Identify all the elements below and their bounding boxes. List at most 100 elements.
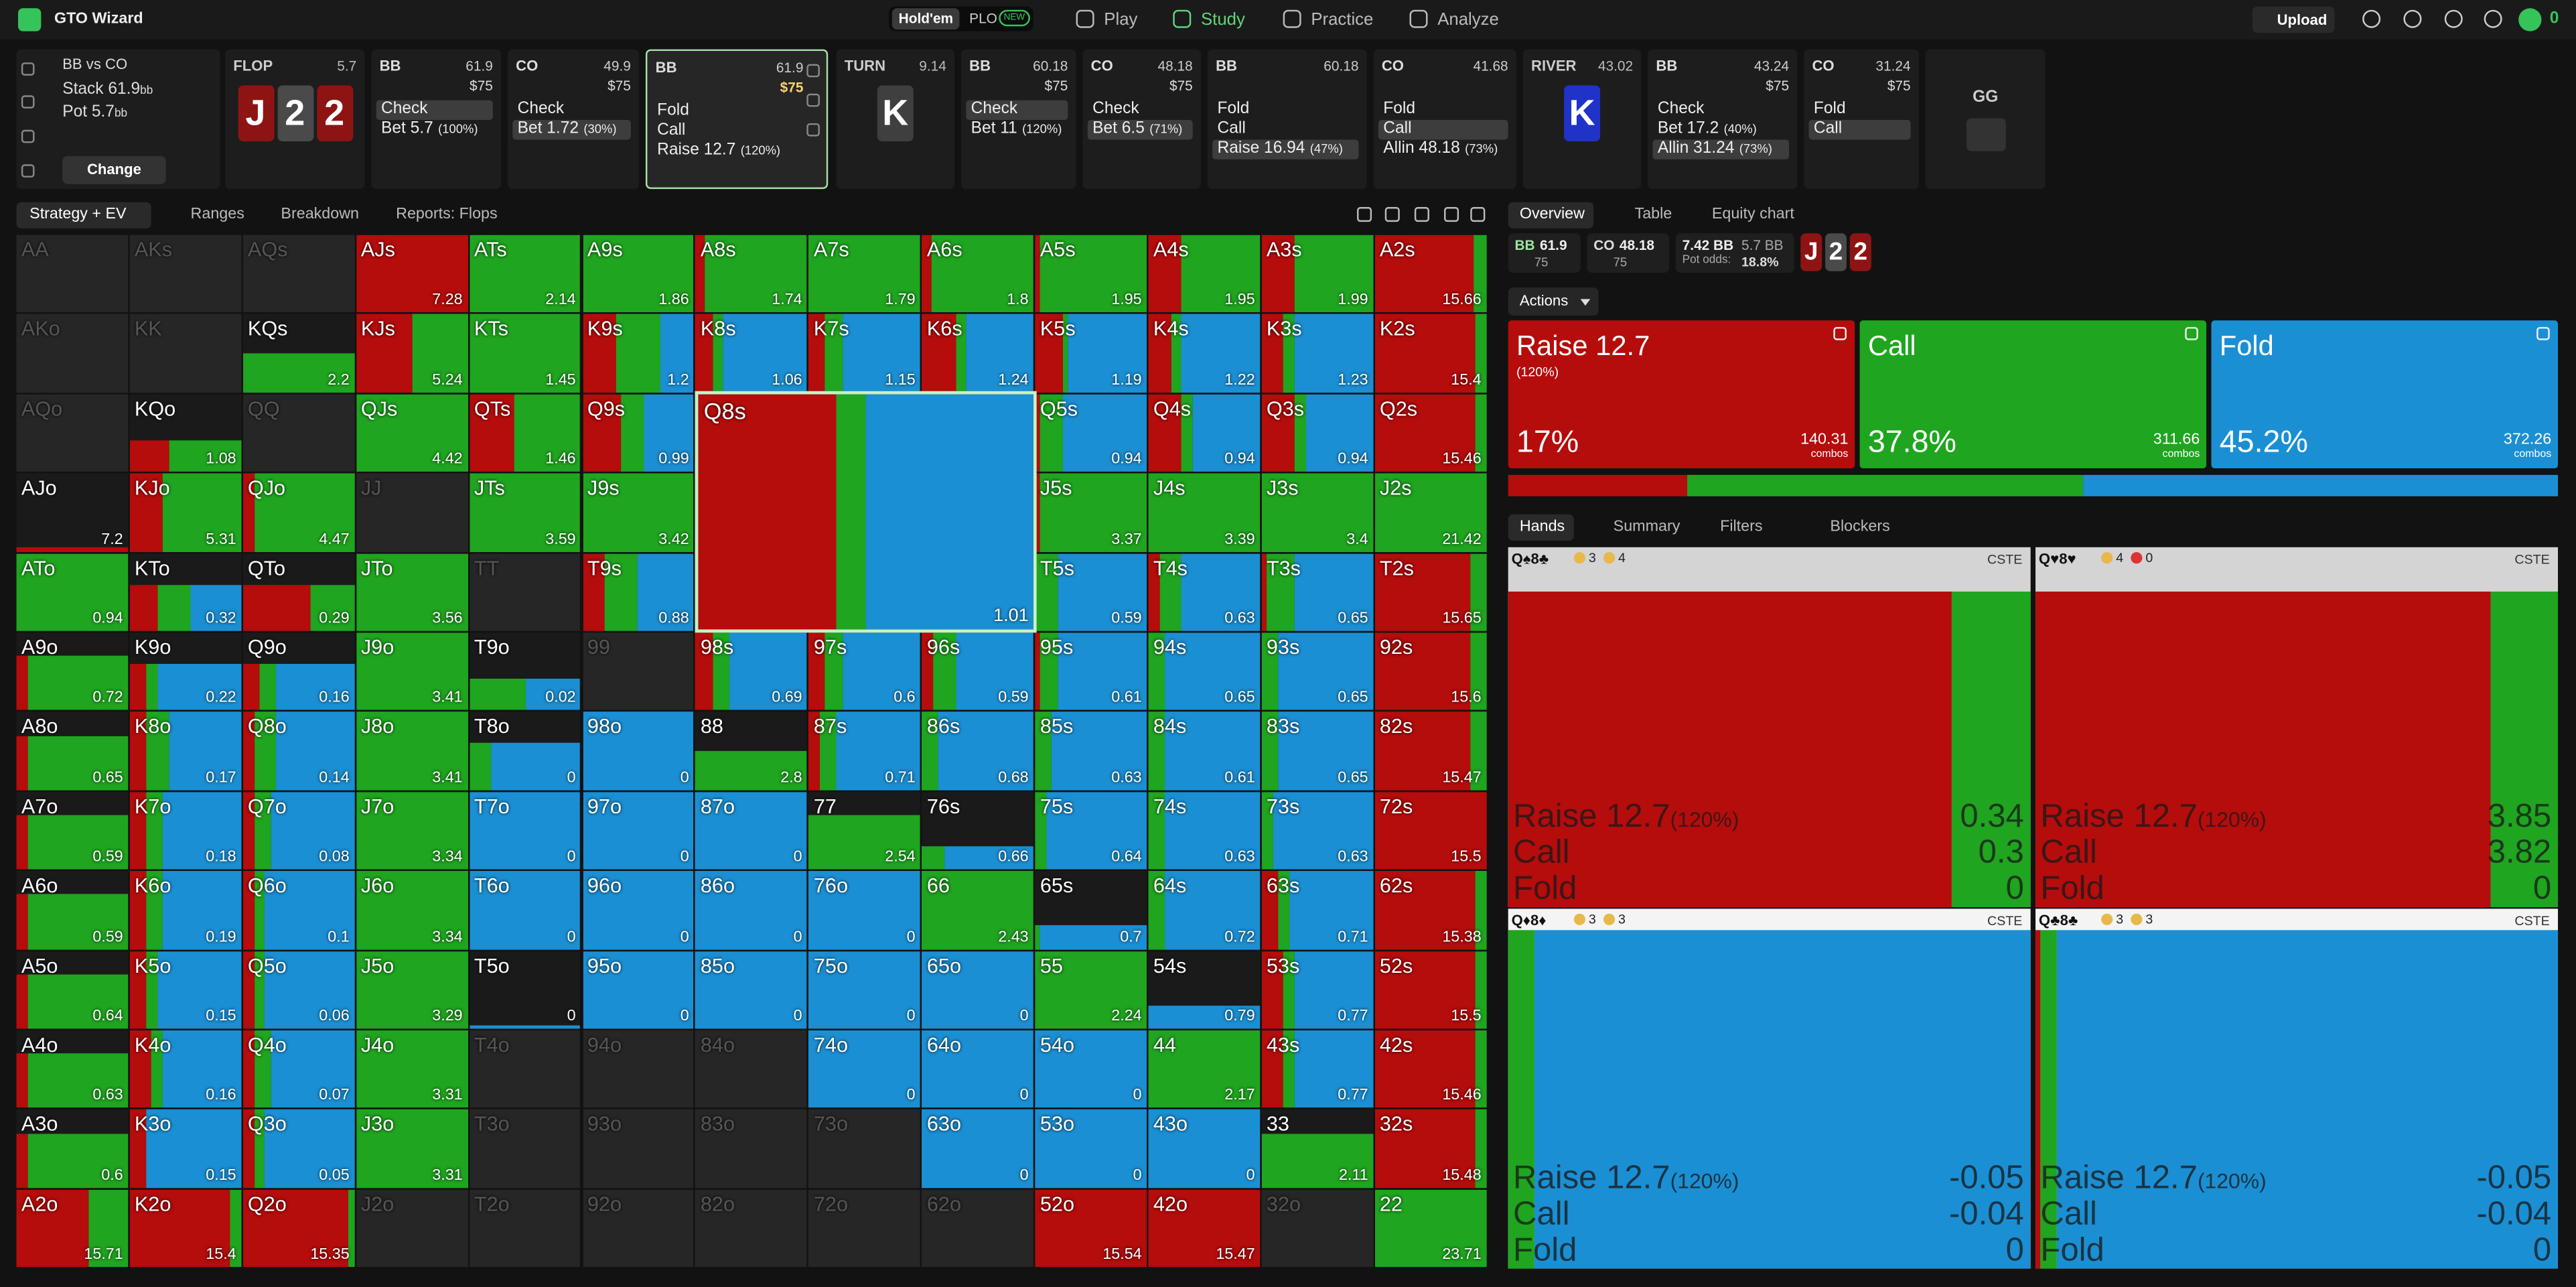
hand-cell[interactable]: AQo xyxy=(16,394,129,472)
hand-cell[interactable]: AKs xyxy=(129,234,242,313)
hand-cell[interactable]: KJs 5.24 xyxy=(356,314,468,393)
action-option[interactable]: Allin 48.18 (73%) xyxy=(1378,139,1508,159)
hand-cell[interactable]: J4o 3.31 xyxy=(356,1030,468,1109)
hand-cell[interactable]: AJs 7.28 xyxy=(356,234,468,313)
hands-tab[interactable]: Summary xyxy=(1613,517,1680,536)
hand-cell[interactable]: 33 2.11 xyxy=(1261,1109,1374,1188)
action-option[interactable]: Call xyxy=(1378,120,1508,140)
hand-cell[interactable]: T5s 0.59 xyxy=(1035,553,1147,631)
hand-cell[interactable]: J5o 3.29 xyxy=(356,951,468,1029)
hand-cell[interactable]: 88 2.8 xyxy=(695,712,808,791)
hand-cell-zoom[interactable]: Q8s 1.01 xyxy=(695,391,1037,633)
avatar[interactable] xyxy=(2518,8,2542,31)
hand-cell[interactable]: T8o 0 xyxy=(469,712,581,791)
hand-cell[interactable]: AA xyxy=(16,234,129,313)
hand-cell[interactable]: 82s 15.47 xyxy=(1374,712,1487,791)
hand-cell[interactable]: Q7o 0.08 xyxy=(242,791,355,870)
hand-cell[interactable]: Q4o 0.07 xyxy=(242,1030,355,1109)
hand-cell[interactable]: 99 xyxy=(582,632,695,711)
action-option[interactable]: Raise 12.7 (120%) xyxy=(652,141,802,161)
action-box[interactable]: Call 37.8% 311.66 combos xyxy=(1859,320,2207,469)
nav-tab[interactable]: Study xyxy=(1201,9,1245,30)
hand-cell[interactable]: A4s 1.95 xyxy=(1148,234,1261,313)
view-tab[interactable]: Strategy + EV xyxy=(16,202,151,228)
hand-cell[interactable]: KK xyxy=(129,314,242,393)
hands-tab[interactable]: Filters xyxy=(1720,517,1763,536)
hand-cell[interactable]: 44 2.17 xyxy=(1148,1030,1261,1109)
side-icon[interactable] xyxy=(21,62,35,76)
hand-cell[interactable]: A4o 0.63 xyxy=(16,1030,129,1109)
action-box[interactable]: Raise 12.7 (120%) 17% 140.31 combos xyxy=(1508,320,1855,469)
hand-cell[interactable]: 83o xyxy=(695,1109,808,1188)
hand-cell[interactable]: K6o 0.19 xyxy=(129,871,242,949)
hand-cell[interactable]: A2o 15.71 xyxy=(16,1189,129,1268)
hand-cell[interactable]: 64o 0 xyxy=(922,1030,1034,1109)
hand-cell[interactable]: 66 2.43 xyxy=(922,871,1034,949)
hand-cell[interactable]: T4o xyxy=(469,1030,581,1109)
side-icon[interactable] xyxy=(21,164,35,178)
hand-cell[interactable]: AJo 7.2 xyxy=(16,473,129,552)
side-icon[interactable] xyxy=(21,129,35,143)
game-tab[interactable]: Hold'em xyxy=(891,8,960,30)
actions-menu[interactable]: Actions xyxy=(1508,287,1599,316)
hand-cell[interactable]: 63s 0.71 xyxy=(1261,871,1374,949)
hand-cell[interactable]: T6o 0 xyxy=(469,871,581,949)
action-option[interactable]: Fold xyxy=(1378,100,1508,120)
hand-cell[interactable]: 32s 15.48 xyxy=(1374,1109,1487,1188)
action-option[interactable]: Check xyxy=(512,100,631,120)
hand-cell[interactable]: AKo xyxy=(16,314,129,393)
view-tab[interactable]: Ranges xyxy=(190,205,244,224)
column-icon[interactable] xyxy=(806,64,820,78)
hand-cell[interactable]: 86s 0.68 xyxy=(922,712,1034,791)
hand-cell[interactable]: J7o 3.34 xyxy=(356,791,468,870)
hand-cell[interactable]: K9s 1.2 xyxy=(582,314,695,393)
hand-cell[interactable]: A3s 1.99 xyxy=(1261,234,1374,313)
nav-tab[interactable]: Practice xyxy=(1311,9,1374,30)
hand-cell[interactable]: K3o 0.15 xyxy=(129,1109,242,1188)
hand-cell[interactable]: 94s 0.65 xyxy=(1148,632,1261,711)
hand-cell[interactable]: A3o 0.6 xyxy=(16,1109,129,1188)
action-option[interactable]: Call xyxy=(1212,120,1358,139)
action-column[interactable]: CO 48.18 $75 Check Bet 6.5 (71%) xyxy=(1082,49,1202,190)
action-icon[interactable] xyxy=(2185,327,2198,340)
hand-cell[interactable]: Q5o 0.06 xyxy=(242,951,355,1029)
hand-cell[interactable]: 42s 15.46 xyxy=(1374,1030,1487,1109)
action-option[interactable]: Bet 6.5 (71%) xyxy=(1087,120,1193,140)
action-column[interactable]: BB 43.24 $75 Check Bet 17.2 (40%) Allin 31.24(… xyxy=(1648,49,1798,190)
hand-cell[interactable]: 52s 15.5 xyxy=(1374,951,1487,1029)
hand-cell[interactable]: J9s 3.42 xyxy=(582,473,695,552)
hand-cell[interactable]: 96o 0 xyxy=(582,871,695,949)
hand-cell[interactable]: 62s 15.38 xyxy=(1374,871,1487,949)
action-option[interactable]: Raise 16.94 (47%) xyxy=(1212,139,1359,159)
hand-cell[interactable]: T5o 0 xyxy=(469,951,581,1029)
hand-cell[interactable]: K4s 1.22 xyxy=(1148,314,1261,393)
action-option[interactable]: Bet 1.72 (30%) xyxy=(512,120,631,140)
hand-cell[interactable]: K8o 0.17 xyxy=(129,712,242,791)
hand-cell[interactable]: 22 23.71 xyxy=(1374,1189,1487,1268)
hand-cell[interactable]: Q4s 0.94 xyxy=(1148,394,1261,472)
hand-cell[interactable]: 63o 0 xyxy=(922,1109,1034,1188)
hand-cell[interactable]: K6s 1.24 xyxy=(922,314,1034,393)
hand-cell[interactable]: Q3s 0.94 xyxy=(1261,394,1374,472)
hand-cell[interactable]: 93s 0.65 xyxy=(1261,632,1374,711)
grid-view-icon[interactable] xyxy=(1470,207,1486,222)
save-icon[interactable] xyxy=(1965,118,2005,151)
hand-cell[interactable]: A7o 0.59 xyxy=(16,791,129,870)
hands-tab[interactable]: Hands xyxy=(1508,514,1574,541)
overview-tab[interactable]: Equity chart xyxy=(1711,205,1794,224)
hand-cell[interactable]: JTo 3.56 xyxy=(356,553,468,631)
hand-cell[interactable]: 72s 15.5 xyxy=(1374,791,1487,870)
hand-cell[interactable]: 95s 0.61 xyxy=(1035,632,1147,711)
hand-cell[interactable]: 64s 0.72 xyxy=(1148,871,1261,949)
nav-icon-button[interactable] xyxy=(2484,9,2502,28)
hand-cell[interactable]: ATs 2.14 xyxy=(469,234,581,313)
hand-cell[interactable]: 94o xyxy=(582,1030,695,1109)
hand-cell[interactable]: 98s 0.69 xyxy=(695,632,808,711)
hand-cell[interactable]: 97s 0.6 xyxy=(808,632,921,711)
action-option[interactable]: Call xyxy=(652,122,802,141)
action-column[interactable]: BB 61.9 $75 Fold Call Raise 12.7 (120%) xyxy=(645,49,829,190)
hand-cell[interactable]: K3s 1.23 xyxy=(1261,314,1374,393)
combo-panel[interactable]: Q♠8♣ 3 4 CSTE Raise 12.7(120%) 0.34 Call 0.3 Fol… xyxy=(1508,547,2031,907)
grid-view-icon[interactable] xyxy=(1444,207,1459,222)
view-tab[interactable]: Reports: Flops xyxy=(396,205,498,224)
